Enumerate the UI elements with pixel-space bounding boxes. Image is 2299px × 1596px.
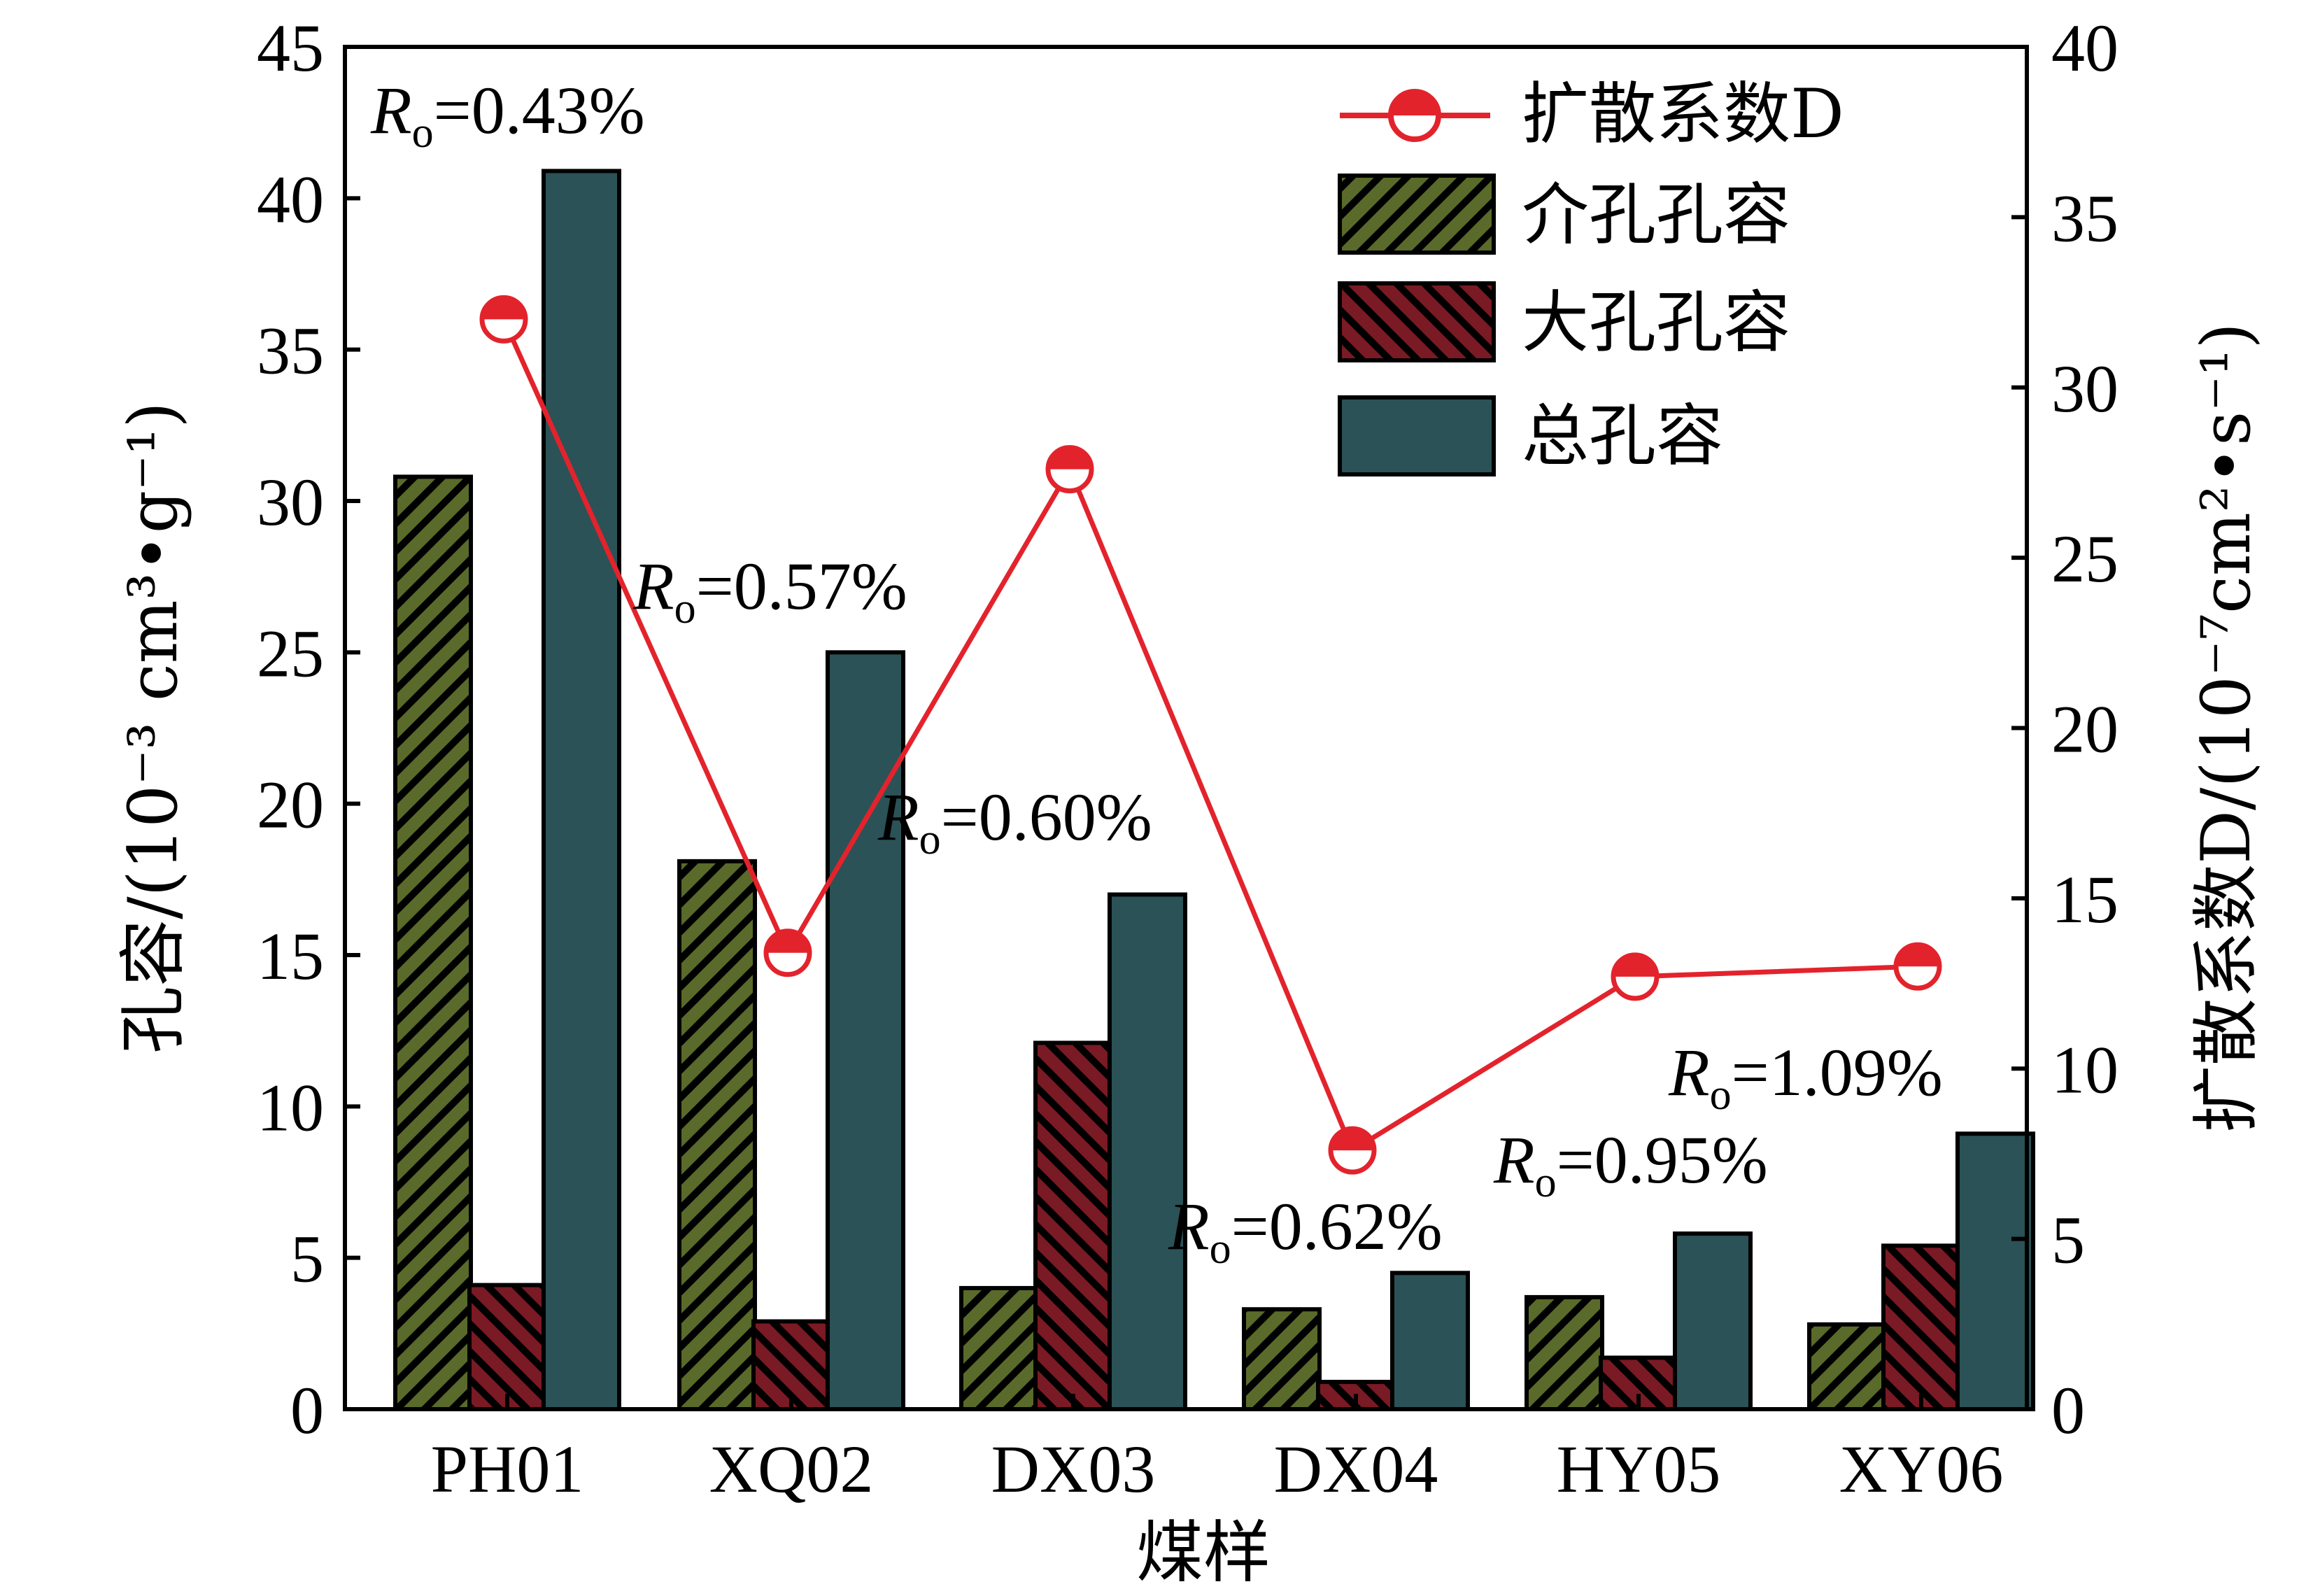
total-pore-bar-dx04: [1390, 1271, 1470, 1412]
right-tick-label: 20: [2051, 692, 2118, 767]
ro-annotation-dx03: Ro=0.60%: [877, 779, 1152, 863]
total-pore-bar-xy06: [1955, 1131, 2035, 1411]
diffusion-point-fill-hy05: [1613, 954, 1657, 977]
x-tick-label-dx04: DX04: [1274, 1432, 1438, 1506]
legend-label-macropore: 大孔孔容: [1522, 283, 1790, 362]
ro-annotation-xq02: Ro=0.57%: [632, 549, 907, 633]
diffusion-point-fill-xy06: [1896, 945, 1939, 967]
x-tick-label-dx03: DX03: [991, 1432, 1156, 1506]
left-tick-label: 15: [257, 919, 324, 994]
ro-annotation-xy06: Ro=1.09%: [1668, 1035, 1943, 1119]
legend-swatch-total: [1338, 395, 1496, 476]
diffusion-line: [501, 318, 1918, 1154]
left-tick-label: 45: [257, 10, 324, 85]
left-tick-label: 30: [257, 465, 324, 539]
x-tick-label-xq02: XQ02: [709, 1432, 874, 1506]
ro-annotation-ph01: Ro=0.43%: [370, 73, 645, 157]
legend-label-total: 总孔容: [1522, 397, 1723, 475]
right-tick-label: 30: [2051, 351, 2118, 426]
macropore-bar-xy06: [1881, 1243, 1961, 1411]
mesopore-bar-xq02: [677, 859, 757, 1411]
right-tick-label: 5: [2051, 1203, 2085, 1278]
mesopore-bar-xy06: [1807, 1322, 1887, 1412]
mesopore-bar-ph01: [393, 474, 473, 1411]
macropore-bar-ph01: [467, 1283, 547, 1412]
ro-annotations: Ro=0.43% Ro=0.57% Ro=0.60% Ro=0.62% Ro=0.95%…: [370, 73, 1943, 1273]
total-pore-bar-dx03: [1108, 892, 1187, 1411]
ro-annotation-hy05: Ro=0.95%: [1493, 1122, 1768, 1206]
legend-item-mesopore: 介孔孔容: [1338, 174, 1790, 255]
mesopore-bar-dx03: [959, 1285, 1039, 1412]
y-axis-right-title: 扩散系数D/(10⁻⁷cm²•s⁻¹): [2187, 323, 2265, 1133]
left-tick-label: 5: [290, 1222, 324, 1297]
total-pore-bar-ph01: [542, 169, 621, 1412]
x-tick-label-xy06: XY06: [1839, 1432, 2004, 1506]
x-tick-label-hy05: HY05: [1557, 1432, 1721, 1506]
total-pore-bar-hy05: [1673, 1231, 1753, 1412]
left-tick-label: 20: [257, 768, 324, 842]
diffusion-point-fill-dx04: [1331, 1129, 1374, 1151]
diffusion-point-fill-dx03: [1048, 447, 1091, 469]
left-tick-label: 35: [257, 313, 324, 388]
legend-item-diffusion: 扩散系数D: [1340, 75, 1844, 153]
x-axis-labels: PH01 XQ02 DX03 DX04 HY05 XY06: [431, 1394, 2004, 1506]
right-tick-label: 35: [2051, 181, 2118, 255]
mesopore-bar-hy05: [1525, 1294, 1604, 1411]
legend-swatch-mesopore: [1338, 174, 1496, 255]
x-tick-label-ph01: PH01: [431, 1432, 584, 1506]
right-tick-label: 10: [2051, 1032, 2118, 1107]
left-tick-label: 10: [257, 1070, 324, 1145]
macropore-bar-dx03: [1033, 1040, 1113, 1412]
left-axis: 0 5 10 15 20 25 30 35 40 45: [257, 10, 360, 1448]
legend-label-mesopore: 介孔孔容: [1522, 176, 1790, 254]
right-axis: 0 5 10 15 20 25 30 35 40: [2011, 10, 2118, 1448]
left-tick-label: 40: [257, 162, 324, 236]
diffusion-point-fill-xq02: [765, 931, 809, 953]
legend-item-macropore: 大孔孔容: [1338, 281, 1790, 362]
x-axis-title: 煤样: [1136, 1513, 1271, 1592]
right-tick-label: 25: [2051, 521, 2118, 596]
left-tick-label: 0: [290, 1373, 324, 1448]
legend-swatch-macropore: [1338, 281, 1496, 362]
ro-annotation-dx04: Ro=0.62%: [1168, 1189, 1443, 1273]
mesopore-bar-dx04: [1242, 1307, 1322, 1411]
left-tick-label: 25: [257, 616, 324, 691]
right-tick-label: 15: [2051, 862, 2118, 937]
right-tick-label: 0: [2051, 1373, 2085, 1448]
legend: 扩散系数D 介孔孔容 大孔孔容 总孔容: [1338, 75, 1844, 476]
right-tick-label: 40: [2051, 10, 2118, 85]
y-axis-left-title: 孔容/(10⁻³ cm³•g⁻¹): [114, 402, 192, 1054]
legend-marker-fill: [1391, 92, 1438, 115]
line-layer: [479, 295, 1942, 1175]
legend-item-total: 总孔容: [1338, 395, 1723, 476]
diffusion-point-fill-ph01: [482, 297, 525, 320]
total-pore-bar-xq02: [826, 650, 905, 1411]
legend-label-diffusion: 扩散系数D: [1522, 75, 1844, 153]
